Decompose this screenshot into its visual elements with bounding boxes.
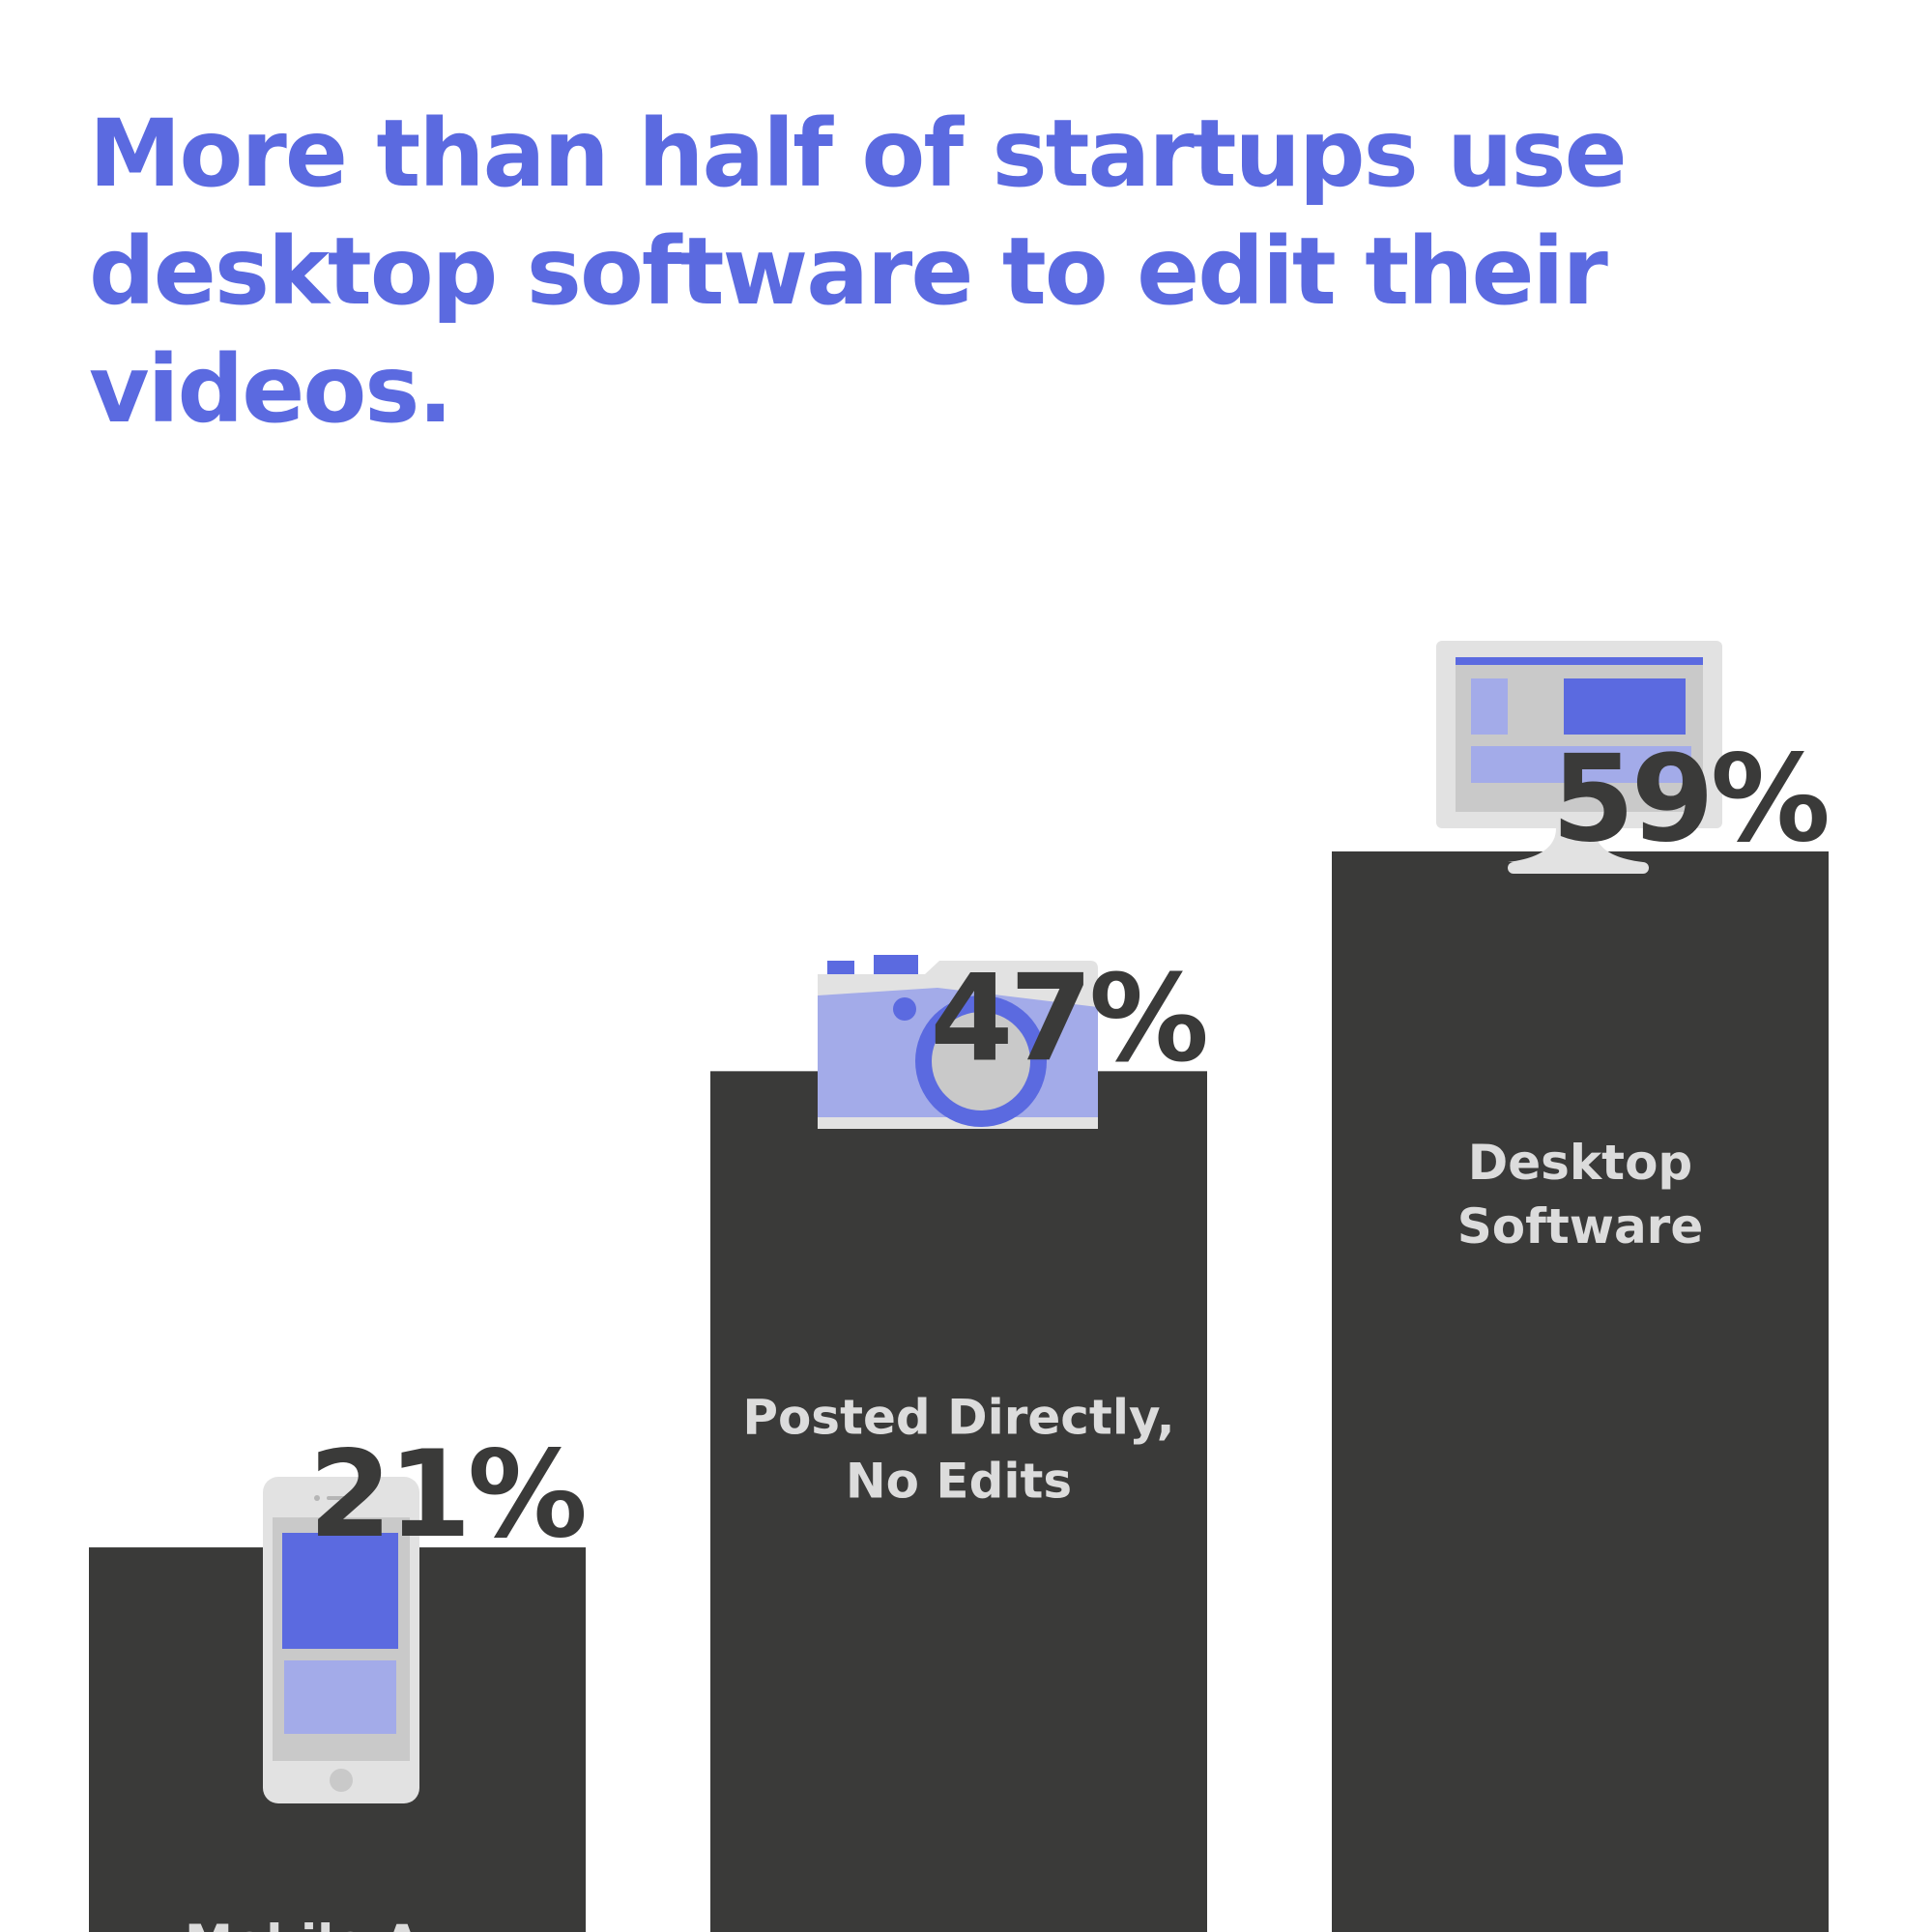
category-label-3-line-2: Software (1457, 1198, 1704, 1254)
value-label-2: 47% (930, 949, 1206, 1088)
category-label-2: Posted Directly, No Edits (742, 1389, 1174, 1509)
mobile-phone-icon (263, 1477, 419, 1803)
chart-title: More than half of startups use desktop s… (89, 95, 1906, 448)
bar-2 (710, 1071, 1207, 1932)
value-label-1: 21% (308, 1426, 585, 1565)
labels-layer: 21% Mobile App 47% Posted Directly, No Edits… (185, 730, 1831, 1932)
category-label-2-line-1: Posted Directly, (742, 1389, 1174, 1445)
category-label-1: Mobile App (185, 1915, 490, 1932)
category-label-1-line-1: Mobile App (185, 1915, 490, 1932)
value-label-3: 59% (1551, 730, 1828, 869)
desktop-monitor-icon (1436, 641, 1722, 874)
category-label-3-line-1: Desktop (1468, 1135, 1692, 1191)
category-label-2-line-2: No Edits (846, 1453, 1072, 1509)
category-label-3: Desktop Software (1457, 1135, 1704, 1254)
chart-title-line-2: desktop software to edit their videos. (89, 217, 1608, 444)
camera-icon (818, 955, 1098, 1129)
bar-3 (1332, 851, 1829, 1932)
chart-title-line-1: More than half of startups use (89, 100, 1628, 208)
